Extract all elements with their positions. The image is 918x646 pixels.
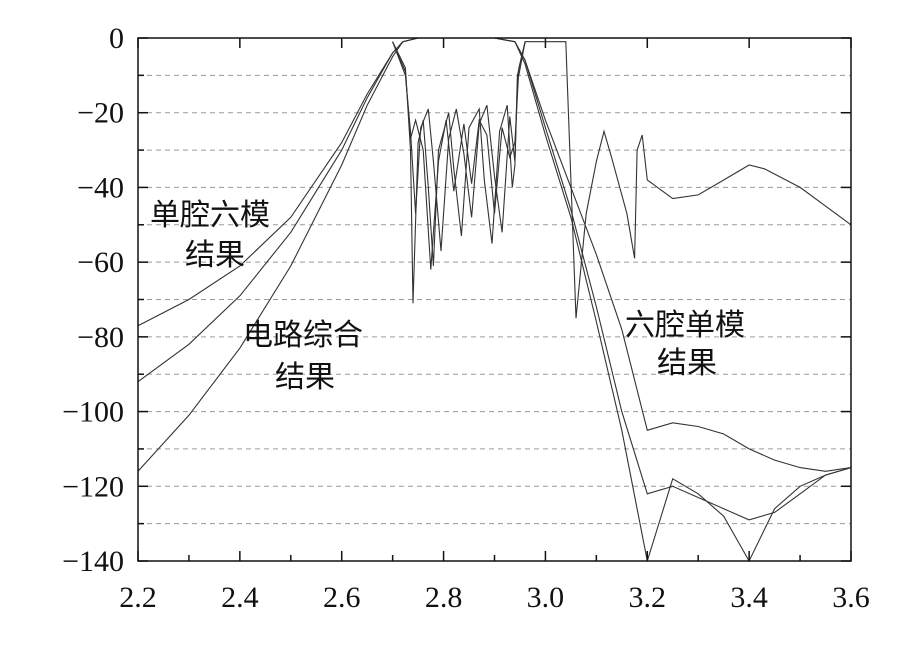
y-tick-label: −120 (62, 470, 124, 503)
y-tick-label: −60 (77, 246, 124, 279)
y-tick-label: −40 (77, 171, 124, 204)
annotation-six-cavity-single-mode-line2: 结果 (657, 346, 717, 381)
x-tick-label: 3.0 (527, 581, 565, 614)
x-tick-label: 3.4 (730, 581, 768, 614)
y-tick-label: 0 (109, 22, 124, 55)
axes: 2.2 2.4 2.6 2.8 3.0 3.2 3.4 3.6 0 −20 −40 −60 −80 −10… (62, 22, 870, 614)
y-tick-label: −140 (62, 545, 124, 578)
annotation-single-cavity-six-mode-line2: 结果 (185, 238, 245, 273)
grid-lines (138, 74, 851, 525)
annotation-single-cavity-six-mode-line1: 单腔六模 (150, 198, 270, 233)
series-line-s21-1 (137, 37, 852, 521)
series-line-s21-0 (137, 37, 852, 472)
annotation-six-cavity-single-mode-line1: 六腔单模 (625, 308, 745, 343)
x-tick-label: 2.2 (119, 581, 157, 614)
x-tick-label: 2.6 (323, 581, 361, 614)
y-tick-label: −20 (77, 97, 124, 130)
series-line-s11-3 (392, 41, 526, 304)
series-line-s11-4 (392, 41, 526, 251)
series-line-s21-2 (137, 37, 852, 563)
annotation-circuit-synthesis-line1: 电路综合 (243, 318, 363, 353)
annotations: 单腔六模 结果 电路综合 结果 六腔单模 结果 (150, 198, 745, 395)
x-tick-label: 3.6 (832, 581, 870, 614)
series-group (137, 37, 852, 563)
x-tick-label: 2.4 (221, 581, 259, 614)
x-tick-label: 3.2 (629, 581, 667, 614)
y-tick-label: −100 (62, 396, 124, 429)
y-tick-label: −80 (77, 321, 124, 354)
x-tick-label: 2.8 (425, 581, 463, 614)
series-line-s11-5 (392, 41, 852, 319)
annotation-circuit-synthesis-line2: 结果 (275, 360, 335, 395)
